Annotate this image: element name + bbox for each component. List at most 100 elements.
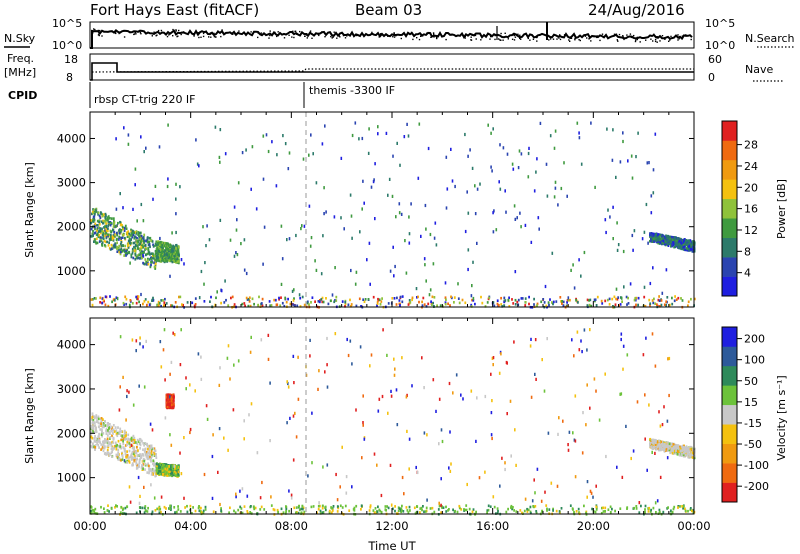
echo-cell <box>682 446 685 450</box>
echo-cell <box>533 303 535 306</box>
noise-search-dot <box>291 36 293 38</box>
echo-cell <box>144 258 147 261</box>
echo-cell <box>235 251 237 255</box>
echo-cell <box>652 442 655 445</box>
echo-cell <box>136 247 139 250</box>
echo-cell <box>296 304 299 308</box>
echo-cell <box>684 450 687 454</box>
echo-cell <box>154 184 157 188</box>
echo-cell <box>115 225 117 228</box>
echo-cell <box>116 233 118 237</box>
echo-cell <box>151 254 154 258</box>
echo-cell <box>129 445 131 449</box>
echo-cell <box>110 247 113 251</box>
echo-cell <box>219 160 221 164</box>
echo-cell <box>526 510 529 513</box>
echo-cell <box>121 236 124 239</box>
echo-cell <box>310 301 312 304</box>
echo-cell <box>270 304 273 307</box>
echo-cell <box>333 215 336 219</box>
echo-cell <box>104 438 106 441</box>
cpid-segment-themis: themis -3300 IF <box>309 84 395 97</box>
echo-cell <box>107 424 110 427</box>
noise-search-dot <box>155 35 157 37</box>
echo-cell <box>447 302 449 306</box>
echo-cell <box>377 125 379 129</box>
echo-cell <box>200 269 203 274</box>
echo-cell <box>247 304 250 308</box>
echo-cell <box>173 469 176 472</box>
echo-cell <box>107 233 109 236</box>
colorbar-block <box>722 218 737 238</box>
echo-cell <box>231 295 234 299</box>
echo-cell <box>141 244 143 248</box>
echo-cell <box>155 474 157 477</box>
echo-cell <box>514 303 517 306</box>
echo-cell <box>327 302 330 306</box>
echo-cell <box>120 223 122 226</box>
echo-cell <box>657 298 660 302</box>
noise-search-dot <box>244 33 247 35</box>
echo-cell <box>174 467 176 470</box>
echo-cell <box>93 223 96 227</box>
echo-cell <box>168 249 170 253</box>
echo-cell <box>138 437 141 441</box>
echo-cell <box>155 462 158 466</box>
echo-cell <box>298 504 300 508</box>
echo-cell <box>119 442 122 446</box>
echo-cell <box>144 462 147 466</box>
noise-search-dot <box>336 37 338 39</box>
velocity-echo-cells <box>90 328 696 516</box>
echo-cell <box>317 504 320 508</box>
noise-search-dot <box>333 31 335 33</box>
echo-cell <box>449 304 451 307</box>
echo-cell <box>153 452 156 456</box>
echo-cell <box>136 244 139 247</box>
echo-cell <box>151 261 153 264</box>
echo-cell <box>672 241 675 244</box>
echo-cell <box>198 164 200 168</box>
echo-cell <box>149 447 152 450</box>
echo-cell <box>125 437 128 441</box>
noise-search-dot <box>502 39 504 41</box>
echo-cell <box>490 131 492 135</box>
echo-cell <box>407 303 410 306</box>
echo-cell <box>175 467 178 470</box>
echo-cell <box>145 253 147 257</box>
echo-cell <box>163 241 166 245</box>
echo-cell <box>686 239 689 243</box>
echo-cell <box>514 270 517 274</box>
echo-cell <box>377 297 379 301</box>
echo-cell <box>546 194 549 198</box>
echo-cell <box>210 295 212 299</box>
echo-cell <box>445 510 448 513</box>
echo-cell <box>417 295 419 299</box>
echo-cell <box>668 444 671 447</box>
echo-cell <box>163 244 165 248</box>
echo-cell <box>408 232 411 236</box>
echo-cell <box>350 268 352 273</box>
echo-cell <box>499 143 501 147</box>
noise-search-dot <box>566 35 569 37</box>
echo-cell <box>146 444 149 448</box>
echo-cell <box>547 301 550 304</box>
echo-cell <box>225 298 227 302</box>
echo-cell <box>672 243 675 247</box>
echo-cell <box>280 507 283 511</box>
echo-cell <box>580 162 583 166</box>
echo-cell <box>605 230 607 235</box>
echo-cell <box>363 201 365 205</box>
echo-cell <box>172 249 175 253</box>
echo-cell <box>90 431 93 434</box>
echo-cell <box>673 449 676 453</box>
echo-cell <box>148 251 151 254</box>
noise-search-dot <box>324 36 326 38</box>
echo-cell <box>499 187 502 191</box>
echo-cell <box>651 238 654 241</box>
echo-cell <box>123 429 126 433</box>
echo-cell <box>294 304 296 307</box>
echo-cell <box>119 250 122 254</box>
echo-cell <box>368 127 370 131</box>
